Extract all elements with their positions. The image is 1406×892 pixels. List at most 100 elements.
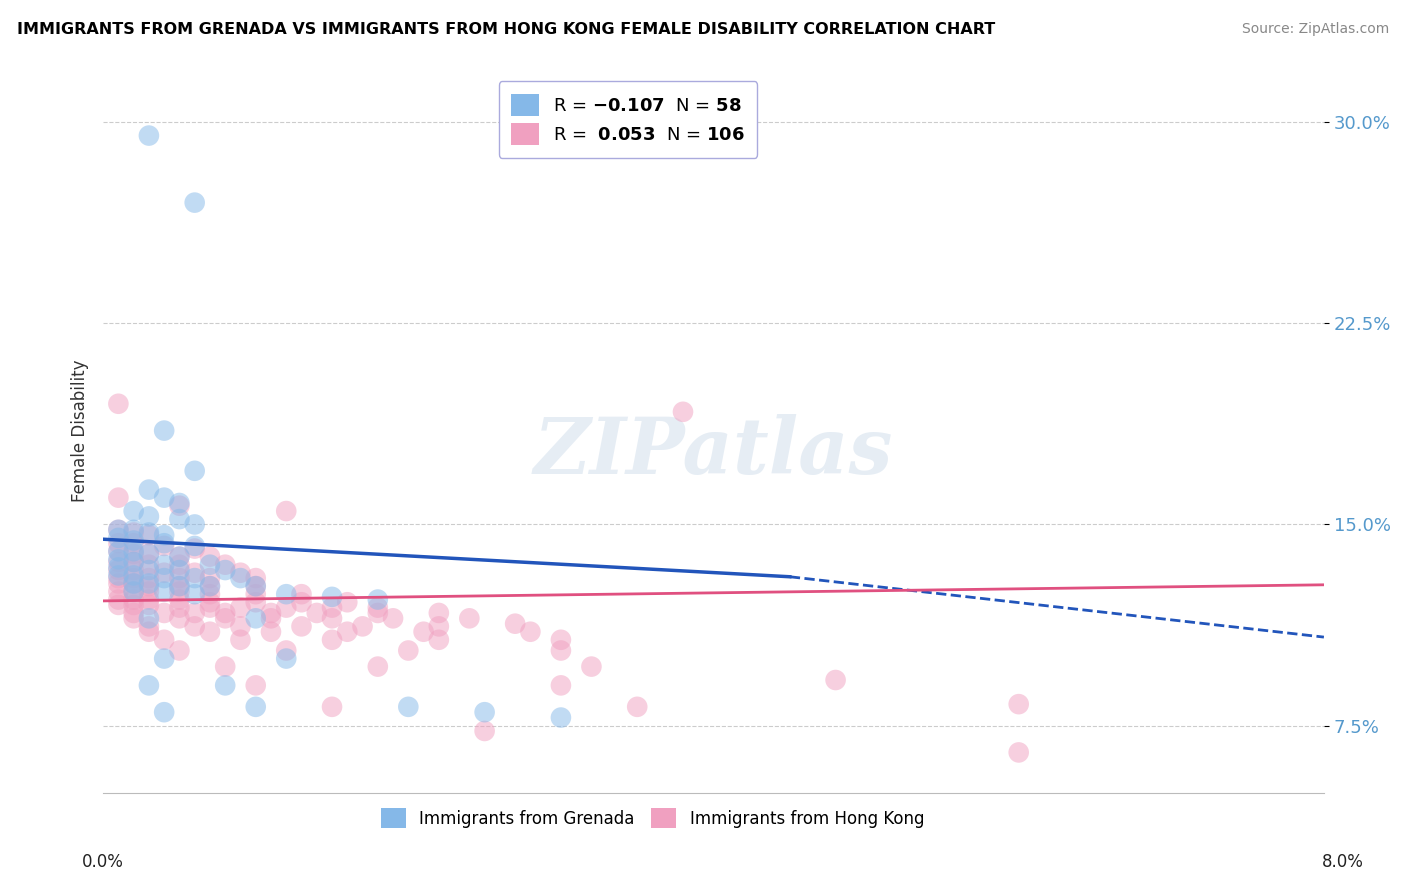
- Point: [138, 547, 160, 561]
- Point: [183, 566, 205, 580]
- Point: [550, 678, 572, 692]
- Point: [169, 549, 191, 564]
- Point: [214, 678, 236, 692]
- Point: [122, 547, 145, 561]
- Point: [122, 536, 145, 550]
- Point: [276, 587, 298, 601]
- Point: [122, 592, 145, 607]
- Text: Source: ZipAtlas.com: Source: ZipAtlas.com: [1241, 22, 1389, 37]
- Point: [122, 563, 145, 577]
- Point: [260, 606, 283, 620]
- Point: [122, 544, 145, 558]
- Text: IMMIGRANTS FROM GRENADA VS IMMIGRANTS FROM HONG KONG FEMALE DISABILITY CORRELATI: IMMIGRANTS FROM GRENADA VS IMMIGRANTS FR…: [17, 22, 995, 37]
- Point: [122, 533, 145, 548]
- Point: [276, 643, 298, 657]
- Point: [352, 619, 374, 633]
- Y-axis label: Female Disability: Female Disability: [72, 359, 89, 502]
- Point: [107, 491, 129, 505]
- Point: [305, 606, 328, 620]
- Point: [183, 195, 205, 210]
- Point: [153, 491, 176, 505]
- Point: [367, 606, 389, 620]
- Point: [260, 611, 283, 625]
- Point: [138, 547, 160, 561]
- Point: [290, 587, 312, 601]
- Point: [138, 619, 160, 633]
- Point: [169, 512, 191, 526]
- Point: [153, 705, 176, 719]
- Point: [321, 600, 343, 615]
- Point: [107, 576, 129, 591]
- Point: [153, 566, 176, 580]
- Point: [550, 643, 572, 657]
- Point: [138, 483, 160, 497]
- Legend: Immigrants from Grenada, Immigrants from Hong Kong: Immigrants from Grenada, Immigrants from…: [374, 801, 931, 835]
- Point: [245, 587, 267, 601]
- Point: [198, 587, 221, 601]
- Point: [245, 579, 267, 593]
- Point: [138, 624, 160, 639]
- Point: [183, 619, 205, 633]
- Point: [183, 541, 205, 556]
- Point: [138, 525, 160, 540]
- Point: [122, 576, 145, 591]
- Point: [153, 536, 176, 550]
- Point: [153, 606, 176, 620]
- Point: [550, 632, 572, 647]
- Point: [229, 566, 252, 580]
- Point: [122, 568, 145, 582]
- Point: [214, 606, 236, 620]
- Point: [138, 509, 160, 524]
- Point: [153, 632, 176, 647]
- Point: [138, 678, 160, 692]
- Point: [138, 576, 160, 591]
- Point: [198, 579, 221, 593]
- Point: [138, 598, 160, 612]
- Point: [245, 579, 267, 593]
- Point: [122, 523, 145, 537]
- Point: [198, 558, 221, 572]
- Point: [153, 651, 176, 665]
- Point: [245, 595, 267, 609]
- Point: [183, 571, 205, 585]
- Point: [107, 552, 129, 566]
- Point: [550, 710, 572, 724]
- Point: [122, 584, 145, 599]
- Point: [321, 590, 343, 604]
- Point: [412, 624, 434, 639]
- Point: [153, 558, 176, 572]
- Point: [153, 424, 176, 438]
- Point: [169, 496, 191, 510]
- Point: [198, 549, 221, 564]
- Point: [107, 584, 129, 599]
- Point: [382, 611, 405, 625]
- Point: [122, 504, 145, 518]
- Point: [824, 673, 846, 687]
- Point: [153, 584, 176, 599]
- Point: [122, 611, 145, 625]
- Point: [107, 560, 129, 574]
- Point: [276, 600, 298, 615]
- Point: [122, 598, 145, 612]
- Point: [183, 587, 205, 601]
- Point: [107, 523, 129, 537]
- Point: [198, 579, 221, 593]
- Point: [138, 558, 160, 572]
- Point: [458, 611, 481, 625]
- Point: [198, 600, 221, 615]
- Point: [260, 624, 283, 639]
- Point: [107, 568, 129, 582]
- Point: [122, 555, 145, 569]
- Text: ZIPatlas: ZIPatlas: [534, 414, 893, 491]
- Point: [138, 128, 160, 143]
- Point: [336, 624, 359, 639]
- Point: [474, 723, 496, 738]
- Point: [153, 571, 176, 585]
- Point: [107, 571, 129, 585]
- Point: [183, 606, 205, 620]
- Point: [122, 576, 145, 591]
- Point: [169, 558, 191, 572]
- Point: [581, 659, 603, 673]
- Point: [183, 464, 205, 478]
- Point: [672, 405, 695, 419]
